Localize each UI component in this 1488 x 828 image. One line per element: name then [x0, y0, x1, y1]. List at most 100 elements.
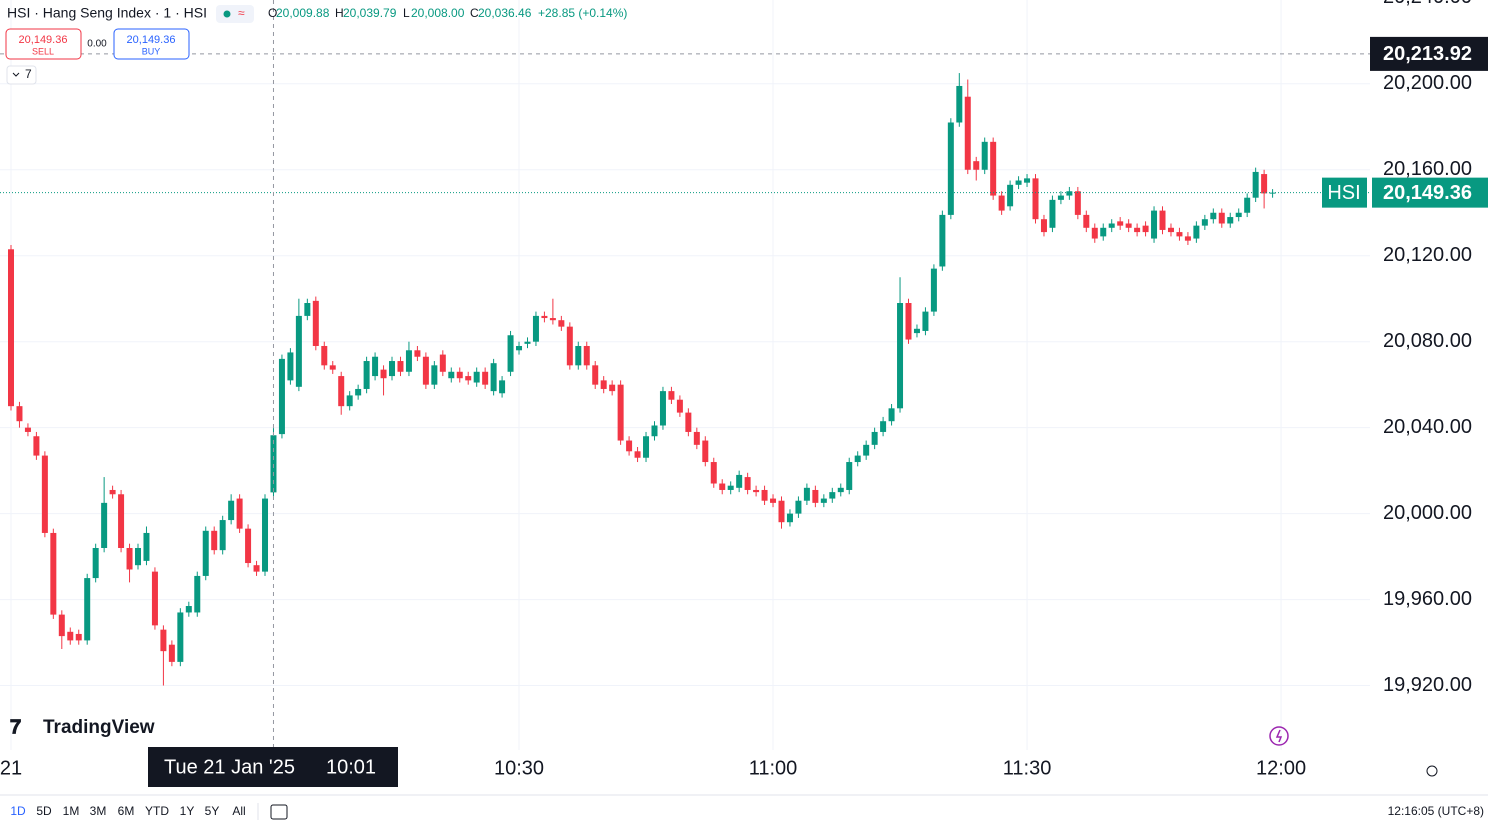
candle-body: [1125, 223, 1132, 228]
x-tick-label: 12:00: [1256, 757, 1306, 779]
ohlc-value: 20,039.79: [343, 6, 397, 20]
candle-body: [1091, 227, 1098, 239]
candle-body: [1083, 214, 1090, 228]
range-button[interactable]: 5Y: [205, 804, 220, 818]
candle-body: [600, 380, 607, 389]
candle-body: [1184, 236, 1191, 241]
candle-body: [346, 395, 353, 407]
candle-body: [998, 195, 1005, 211]
candle-body: [321, 345, 328, 366]
candle-body: [118, 494, 125, 548]
candle-body: [702, 440, 709, 463]
range-button[interactable]: All: [232, 804, 245, 818]
candle-body: [812, 489, 819, 503]
y-tick-label: 19,920.00: [1383, 674, 1472, 696]
market-open-dot: [223, 10, 231, 18]
chevron: [12, 72, 20, 77]
candle-body: [287, 352, 294, 381]
buy-button[interactable]: [113, 28, 190, 60]
candle-body: [270, 435, 277, 493]
indicator-toggle[interactable]: [6, 65, 37, 85]
candle-body: [329, 365, 336, 370]
candle-body: [58, 614, 65, 637]
ohlc-key: H: [335, 6, 344, 20]
alert-icon[interactable]: [1269, 726, 1289, 746]
last-price-tag: [1372, 177, 1488, 208]
range-button[interactable]: 3M: [90, 804, 107, 818]
candle-body: [786, 513, 793, 523]
candle-body: [126, 547, 133, 570]
candle-body: [482, 371, 489, 385]
candle-body: [143, 532, 150, 561]
x-tick-label: 11:00: [749, 757, 798, 779]
symbol-title[interactable]: HSI · Hang Seng Index · 1 · HSI: [7, 5, 207, 21]
symbol-tag: [1322, 177, 1367, 208]
candle-body: [693, 431, 700, 445]
candle-body: [363, 361, 370, 389]
indicator-count: 7: [25, 67, 32, 81]
candle-body: [338, 376, 345, 407]
candle-body: [922, 311, 929, 331]
candle-body: [651, 425, 658, 437]
candle-body: [973, 161, 980, 170]
sell-button[interactable]: [5, 28, 82, 60]
candle-body: [33, 436, 40, 456]
candle-body: [863, 444, 870, 456]
candle-body: [1227, 217, 1234, 224]
candle-body: [219, 520, 226, 551]
candle-body: [490, 363, 497, 392]
y-tick-label: 19,960.00: [1383, 588, 1472, 610]
candle-body: [24, 427, 31, 432]
candle-body: [1049, 199, 1056, 228]
candle-body: [854, 455, 861, 463]
candle-body: [1066, 191, 1073, 196]
candle-body: [278, 358, 285, 435]
candle-body: [389, 361, 396, 377]
candle-body: [727, 485, 734, 490]
logo[interactable]: TradingView: [43, 717, 155, 738]
candle-body: [507, 335, 514, 372]
clock[interactable]: 12:16:05 (UTC+8): [1388, 804, 1484, 818]
buy-label: BUY: [142, 46, 161, 56]
x-tick-label: 10:30: [494, 757, 544, 779]
settings-icon[interactable]: [1426, 765, 1438, 777]
candle-body: [456, 371, 463, 379]
range-button[interactable]: 1Y: [180, 804, 195, 818]
candle-body: [990, 141, 997, 196]
candle-body: [465, 376, 472, 381]
range-button[interactable]: 5D: [36, 804, 52, 818]
candle-body: [1007, 184, 1014, 207]
crosshair-time-label: 10:01: [326, 756, 376, 778]
candle-body: [414, 350, 421, 357]
candle-body: [981, 141, 988, 170]
candle-body: [888, 408, 895, 422]
range-button[interactable]: 1D: [10, 804, 26, 818]
alert-bolt: [1275, 729, 1283, 743]
candle-body: [1100, 227, 1107, 237]
range-button[interactable]: YTD: [145, 804, 169, 818]
candle-body: [1167, 227, 1174, 233]
candle-body: [236, 498, 243, 529]
candle-body: [897, 303, 904, 409]
candle-body: [8, 249, 14, 407]
candle-body: [1218, 212, 1225, 224]
candle-body: [532, 315, 539, 342]
candle-body: [947, 122, 954, 215]
candle-body: [1142, 225, 1149, 233]
range-button[interactable]: 1M: [63, 804, 80, 818]
date-range-icon[interactable]: [270, 804, 288, 820]
range-button[interactable]: 6M: [118, 804, 135, 818]
candle-body: [1193, 225, 1200, 239]
candle-body: [880, 421, 887, 432]
candle-body: [913, 328, 920, 334]
y-tick-label: 20,120.00: [1383, 244, 1472, 266]
crosshair-time-tag: [148, 747, 398, 787]
ohlc-key: O: [268, 6, 277, 20]
y-tick-label: 20,040.00: [1383, 416, 1472, 438]
candle-body: [135, 547, 142, 566]
candle-body: [1151, 210, 1158, 239]
candle-body: [262, 498, 269, 572]
candle-body: [676, 399, 683, 413]
candle-body: [930, 268, 937, 312]
status-badge[interactable]: [216, 5, 254, 23]
